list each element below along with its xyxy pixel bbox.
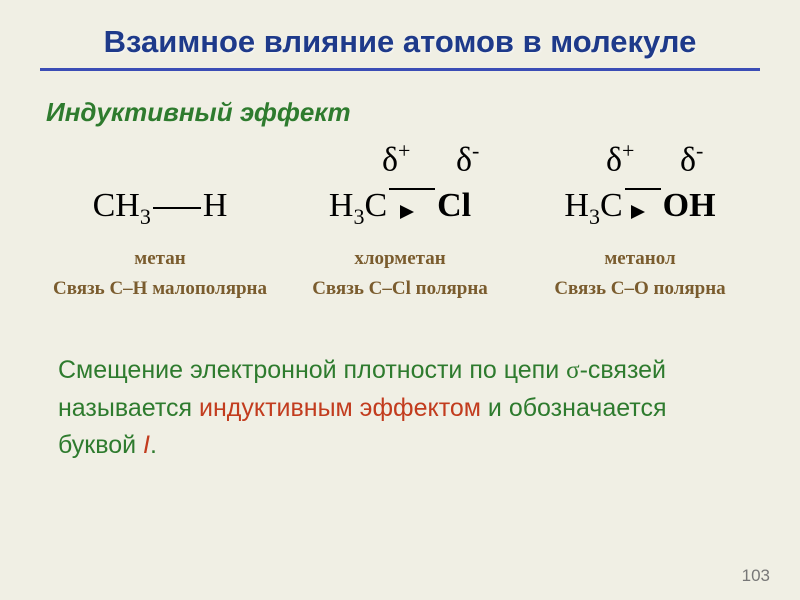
plus-sign: + — [398, 138, 410, 163]
h: H — [203, 187, 228, 224]
formula-methanol: H3C OH — [530, 187, 750, 230]
h: H — [564, 187, 589, 224]
molecule-methanol: δ+ δ- H3COH — [530, 138, 750, 238]
slide: Взаимное влияние атомов в молекуле Индук… — [0, 0, 800, 600]
bond-arrow-icon — [389, 188, 435, 228]
subtitle: Индуктивный эффект — [46, 97, 760, 128]
label-chloromethane: хлорметан Связь С–Cl полярна — [290, 248, 510, 300]
sub3: 3 — [140, 204, 151, 229]
minus-sign: - — [696, 138, 703, 163]
definition-text: Смещение электронной плотности по цепи σ… — [58, 352, 742, 465]
h: H — [329, 187, 354, 224]
formula-methane: CH3 H — [50, 187, 270, 230]
molecule-methane: CH3 H — [50, 138, 270, 238]
cl: Cl — [437, 187, 471, 224]
sub3: 3 — [589, 204, 600, 229]
bond-desc: Связь С–О полярна — [530, 278, 750, 300]
sigma-symbol: σ — [566, 357, 579, 384]
c: C — [600, 187, 623, 224]
def-letter: I — [143, 431, 150, 459]
delta-symbol: δ — [680, 141, 696, 178]
ch: CH — [93, 187, 140, 224]
delta-minus: δ- — [456, 138, 479, 179]
slide-title: Взаимное влияние атомов в молекуле — [40, 24, 760, 60]
formula-row: CH3H δ+ δ- H3CCl δ+ δ- H3COH — [50, 138, 750, 238]
def-part1: Смещение электронной плотности по цепи — [58, 356, 566, 384]
bond-icon — [153, 207, 201, 209]
labels-row: метан Связь C–H малополярна хлорметан Св… — [50, 248, 750, 300]
def-dot: . — [150, 431, 157, 459]
delta-symbol: δ — [382, 141, 398, 178]
delta-plus: δ+ — [606, 138, 634, 179]
delta-plus: δ+ — [382, 138, 410, 179]
name: метан — [50, 248, 270, 270]
delta-symbol: δ — [606, 141, 622, 178]
def-term: индуктивным эффектом — [199, 394, 481, 422]
formula-chloromethane: H3C Cl — [290, 187, 510, 230]
page-number: 103 — [742, 566, 770, 586]
sub3: 3 — [353, 204, 364, 229]
c: C — [364, 187, 387, 224]
delta-symbol: δ — [456, 141, 472, 178]
divider — [40, 68, 760, 71]
label-methane: метан Связь C–H малополярна — [50, 248, 270, 300]
bond-desc: Связь С–Cl полярна — [290, 278, 510, 300]
name: метанол — [530, 248, 750, 270]
oh: OH — [663, 187, 716, 224]
bond-desc: Связь C–H малополярна — [50, 278, 270, 300]
plus-sign: + — [622, 138, 634, 163]
molecule-chloromethane: δ+ δ- H3CCl — [290, 138, 510, 238]
label-methanol: метанол Связь С–О полярна — [530, 248, 750, 300]
minus-sign: - — [472, 138, 479, 163]
delta-minus: δ- — [680, 138, 703, 179]
bond-arrow-icon — [625, 188, 661, 228]
name: хлорметан — [290, 248, 510, 270]
